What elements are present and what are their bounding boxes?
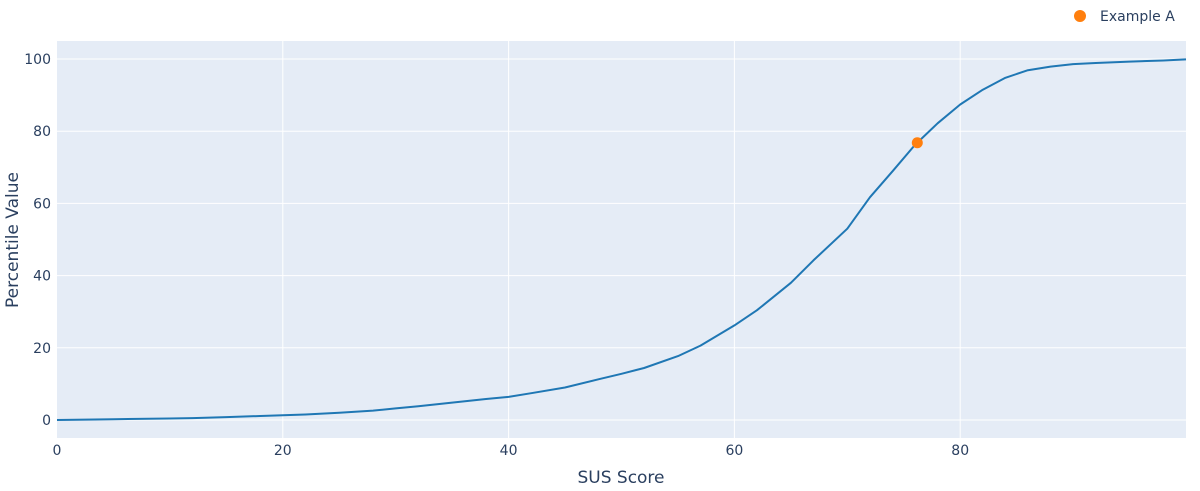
series-markers	[911, 137, 923, 149]
y-tick-label-40: 40	[33, 269, 51, 285]
y-tick-label-80: 80	[33, 124, 51, 140]
legend[interactable]: Example A	[1074, 9, 1175, 25]
y-tick-label-20: 20	[33, 341, 51, 357]
y-tick-label-100: 100	[24, 52, 51, 68]
x-tick-label-80: 80	[951, 443, 969, 459]
x-axis-ticks: 0 20 40 60 80	[53, 443, 970, 459]
x-tick-label-40: 40	[500, 443, 518, 459]
data-point-series-1-0[interactable]	[911, 137, 923, 149]
y-axis-ticks: 0 20 40 60 80 100	[24, 52, 51, 429]
grid-lines	[57, 41, 1186, 438]
series-lines	[56, 58, 1187, 421]
y-tick-label-0: 0	[42, 413, 51, 429]
y-tick-label-60: 60	[33, 196, 51, 212]
plot-background	[57, 41, 1186, 438]
series-line-0	[56, 58, 1187, 421]
x-tick-label-20: 20	[274, 443, 292, 459]
x-axis-title: SUS Score	[577, 468, 664, 487]
x-tick-label-0: 0	[53, 443, 62, 459]
x-tick-label-60: 60	[725, 443, 743, 459]
legend-label-example-a: Example A	[1100, 9, 1175, 25]
y-axis-title: Percentile Value	[3, 172, 23, 308]
legend-marker-example-a	[1074, 10, 1086, 22]
